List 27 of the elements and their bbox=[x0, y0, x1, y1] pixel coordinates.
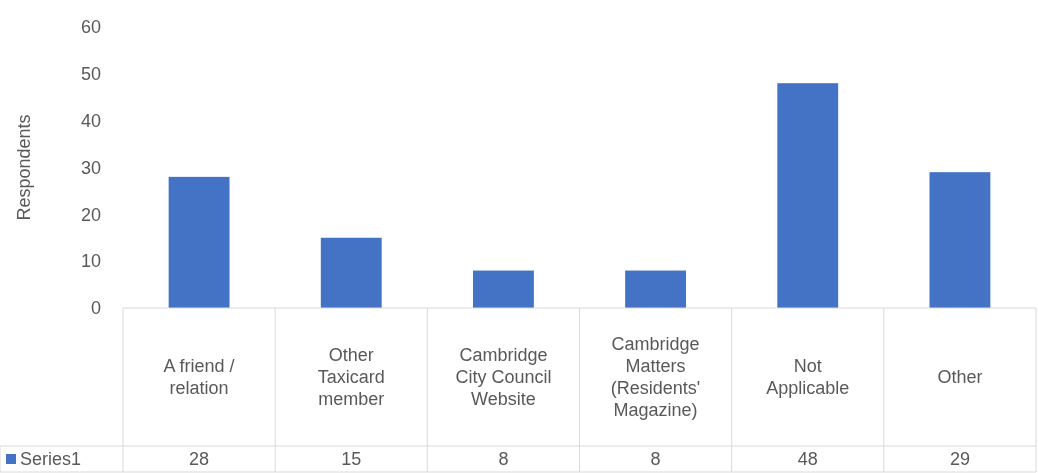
legend-label: Series1 bbox=[20, 449, 82, 470]
data-label: 8 bbox=[650, 449, 661, 470]
y-tick-label: 30 bbox=[80, 157, 101, 178]
y-tick-label: 60 bbox=[80, 17, 101, 38]
bar bbox=[320, 237, 382, 308]
data-label: 28 bbox=[189, 449, 210, 470]
y-tick-label: 50 bbox=[80, 64, 101, 85]
bar bbox=[168, 176, 230, 308]
bar bbox=[929, 172, 991, 308]
x-tick-label: Other Taxicard member bbox=[317, 345, 385, 410]
bar bbox=[777, 83, 839, 308]
data-label: 15 bbox=[341, 449, 362, 470]
y-axis-title: Respondents bbox=[14, 114, 34, 221]
y-tick-label: 10 bbox=[80, 251, 101, 272]
data-label: 48 bbox=[797, 449, 818, 470]
x-tick-label: Cambridge City Council Website bbox=[455, 345, 552, 410]
data-label: 29 bbox=[949, 449, 970, 470]
bar bbox=[472, 270, 534, 308]
y-tick-label: 0 bbox=[90, 298, 101, 319]
x-tick-label: A friend / relation bbox=[163, 356, 235, 399]
bar bbox=[625, 270, 687, 308]
x-tick-label: Not Applicable bbox=[766, 356, 850, 399]
data-label: 8 bbox=[498, 449, 509, 470]
y-tick-label: 20 bbox=[80, 204, 101, 225]
y-tick-label: 40 bbox=[80, 110, 101, 131]
x-tick-label: Cambridge Matters (Residents' Magazine) bbox=[610, 334, 701, 421]
x-tick-label: Other bbox=[937, 367, 983, 388]
